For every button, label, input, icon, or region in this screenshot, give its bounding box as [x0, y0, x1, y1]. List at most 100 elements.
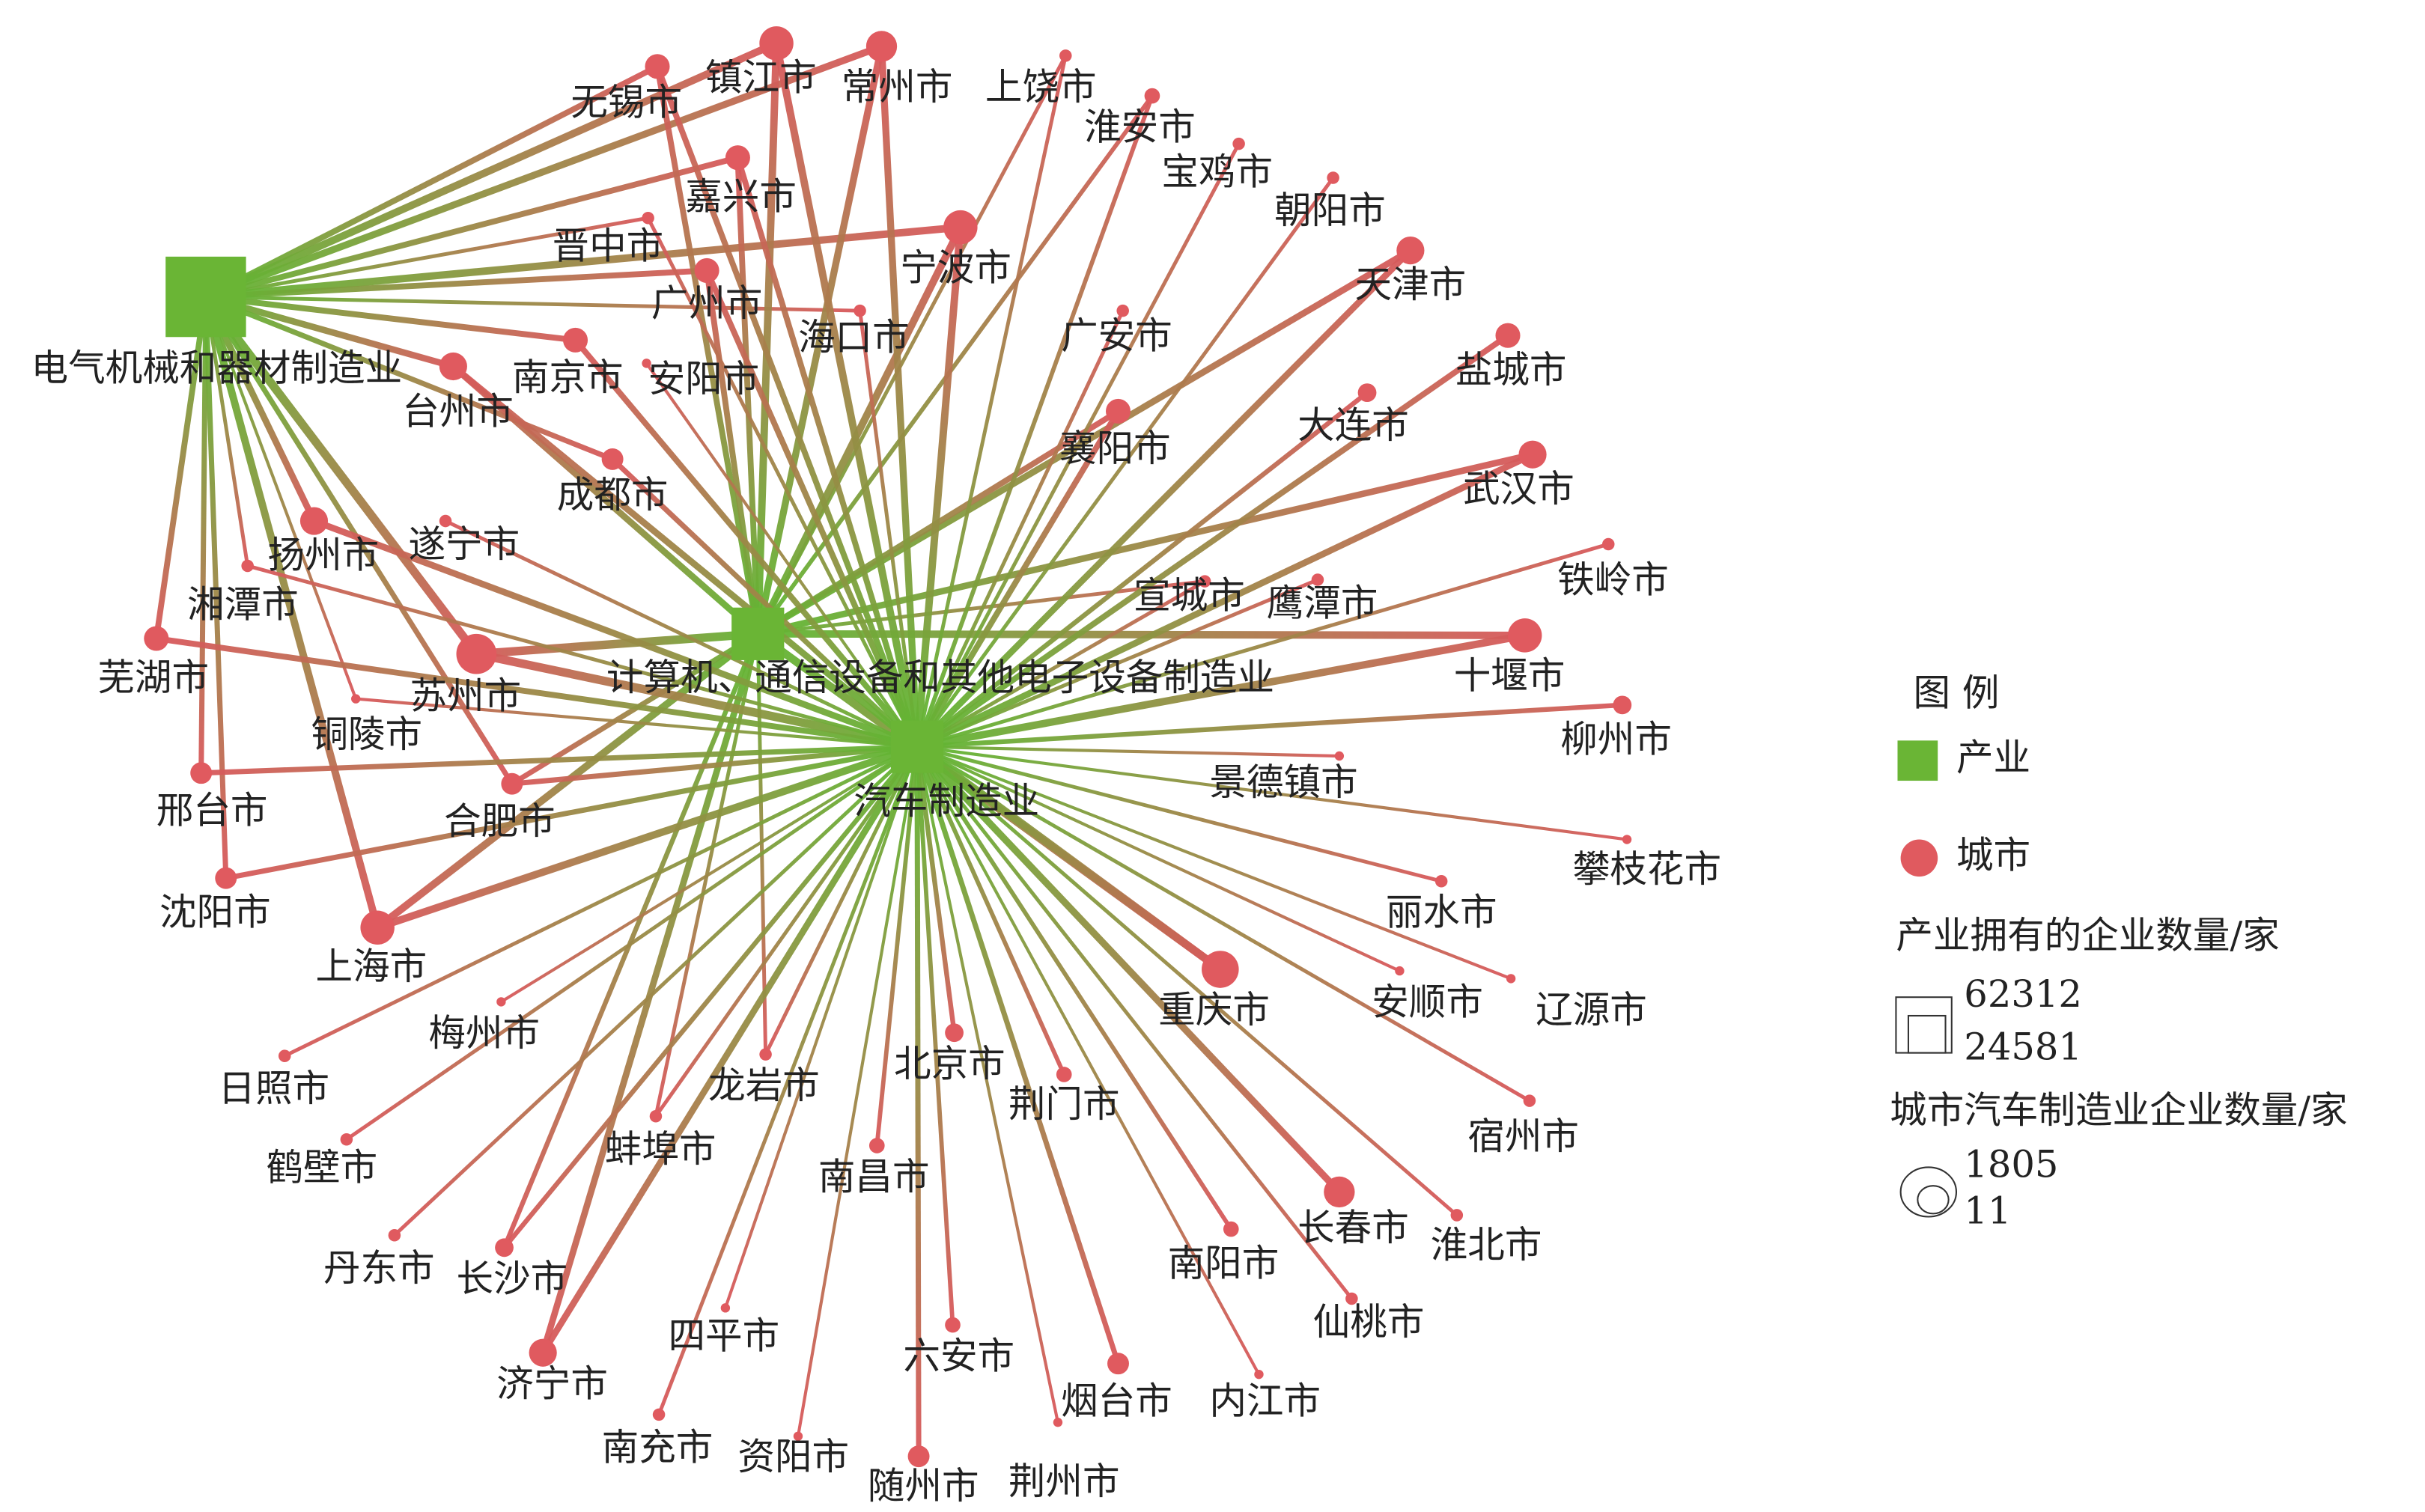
edge	[573, 338, 920, 749]
city-label: 丽水市	[1386, 891, 1497, 934]
city-node	[495, 1238, 514, 1258]
edge	[916, 746, 1354, 1300]
legend-city-size-title: 城市汽车制造业企业数量/家	[1890, 1088, 2347, 1132]
city-node	[351, 694, 361, 704]
city-label: 大连市	[1297, 403, 1409, 447]
city-node	[1622, 835, 1632, 844]
edge	[913, 227, 964, 748]
edge	[914, 743, 1223, 973]
city-label: 荆州市	[1008, 1460, 1120, 1503]
city-label: 景德镇市	[1209, 760, 1357, 804]
edge	[858, 310, 919, 747]
edge	[204, 64, 659, 300]
city-node	[215, 867, 237, 889]
edge	[916, 702, 1623, 749]
industry-node	[890, 720, 944, 773]
edge	[205, 293, 576, 344]
city-label: 铜陵市	[311, 713, 422, 756]
city-node	[945, 1317, 961, 1333]
edge	[204, 154, 739, 300]
city-label: 南昌市	[818, 1155, 930, 1198]
edge	[610, 457, 919, 749]
city-label: 日照市	[218, 1067, 329, 1110]
edge	[502, 632, 761, 1249]
size-icon	[1907, 1014, 1947, 1054]
city-label: 安阳市	[648, 357, 760, 400]
city-node	[190, 762, 213, 784]
city-node	[649, 1109, 663, 1123]
legend-city-icon	[1900, 839, 1938, 877]
city-label: 长春市	[1297, 1206, 1409, 1249]
city-node	[725, 145, 750, 171]
edge	[225, 744, 918, 881]
edge	[914, 746, 1121, 1365]
city-node	[439, 352, 467, 381]
edge	[916, 745, 1339, 758]
city-node	[563, 327, 588, 353]
city-node	[1059, 49, 1072, 62]
city-node	[652, 1408, 666, 1421]
industry-node	[731, 607, 785, 660]
industry-label: 计算机、通信设备和其他电子设备制造业	[606, 656, 1274, 699]
city-node	[1345, 1292, 1358, 1305]
city-label: 宝鸡市	[1161, 150, 1273, 193]
city-node	[1506, 974, 1516, 984]
edge	[914, 746, 957, 1034]
edge	[654, 746, 919, 1118]
edge	[198, 296, 209, 773]
city-node	[241, 559, 254, 573]
city-label: 镇江市	[705, 55, 817, 99]
edge	[916, 745, 1458, 1217]
edge	[201, 744, 918, 776]
edge	[204, 294, 614, 462]
city-node	[1396, 237, 1425, 265]
city-node	[1395, 966, 1405, 976]
city-label: 嘉兴市	[685, 174, 797, 218]
city-label: 资阳市	[737, 1435, 849, 1478]
city-node	[1056, 1067, 1072, 1082]
city-node	[1053, 1418, 1063, 1427]
legend-value: 1805	[1964, 1142, 2058, 1186]
city-node	[601, 448, 624, 470]
legend: 图 例 产业 城市 产业拥有的企业数量/家 62312 24581 城市汽车制造…	[1890, 671, 2347, 1232]
edge	[312, 517, 919, 750]
city-label: 广州市	[651, 281, 763, 325]
city-node	[278, 1049, 291, 1062]
edge	[356, 697, 918, 749]
legend-value: 11	[1964, 1189, 2011, 1232]
edge	[874, 746, 919, 1146]
legend-industry-icon	[1897, 740, 1938, 781]
city-node	[529, 1338, 557, 1367]
legend-title: 图 例	[1914, 671, 2000, 714]
industry-label: 汽车制造业	[854, 779, 1039, 823]
city-label: 梅州市	[428, 1011, 540, 1055]
city-label: 朝阳市	[1274, 189, 1386, 232]
edge	[915, 95, 1154, 748]
city-node	[456, 633, 497, 674]
edge	[916, 745, 1512, 981]
city-node	[501, 772, 523, 795]
edge	[247, 564, 918, 749]
edge	[916, 745, 1401, 972]
city-label: 四平市	[668, 1314, 779, 1358]
city-node	[720, 1303, 731, 1313]
city-node	[907, 1445, 930, 1468]
city-label: 武汉市	[1463, 467, 1574, 510]
city-label: 荆门市	[1008, 1082, 1120, 1126]
city-node	[943, 210, 978, 245]
city-node	[1223, 1221, 1239, 1237]
city-node	[759, 1048, 772, 1061]
city-label: 宣城市	[1134, 573, 1245, 617]
city-node	[1613, 695, 1632, 715]
edge	[915, 310, 1125, 748]
edge	[376, 743, 919, 931]
city-label: 南阳市	[1168, 1242, 1280, 1285]
city-label: 长沙市	[457, 1257, 568, 1300]
city-label: 鹰潭市	[1267, 582, 1378, 625]
edge	[723, 746, 919, 1309]
industry-node	[165, 256, 246, 338]
city-node	[1202, 951, 1239, 988]
city-label: 十堰市	[1454, 654, 1566, 698]
city-node	[1324, 1176, 1355, 1208]
edge	[646, 217, 919, 748]
